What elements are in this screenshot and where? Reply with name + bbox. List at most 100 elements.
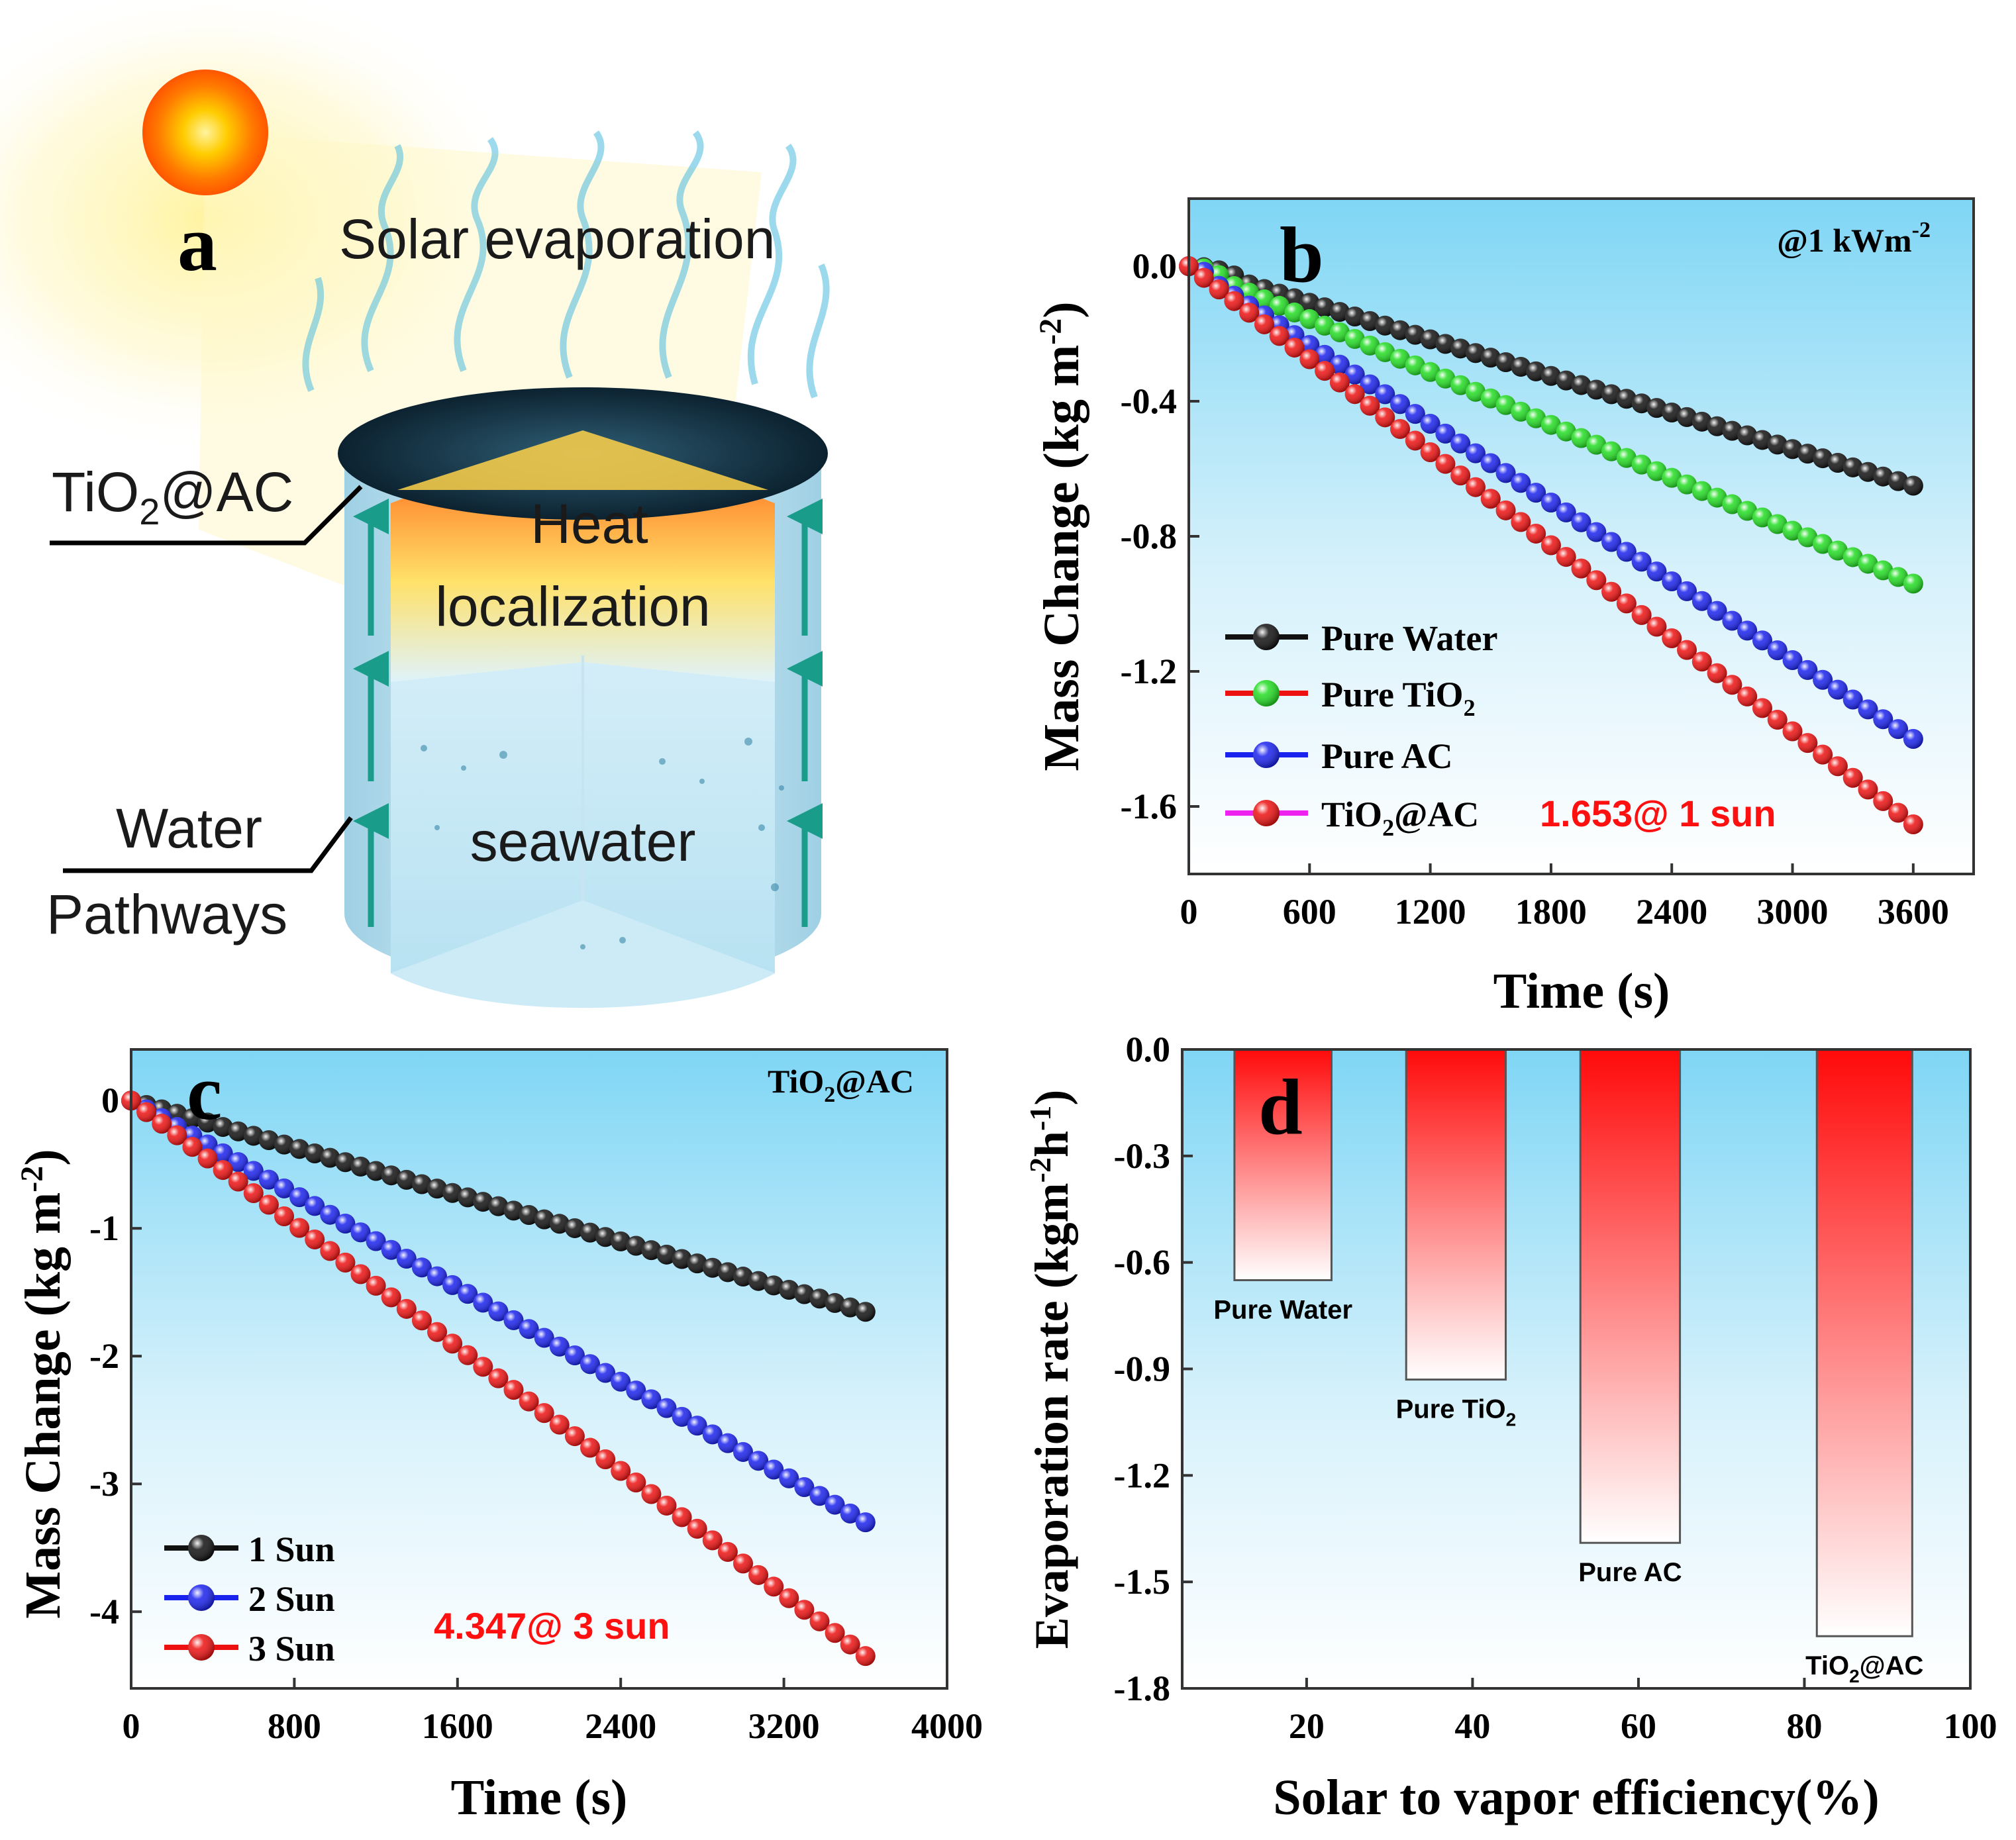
- panel-c-data-point-shine: [320, 1204, 340, 1225]
- panel-c-data-point-shine: [396, 1249, 417, 1269]
- panel-b-data-point-shine: [1284, 337, 1305, 358]
- panel-c-data-point-shine: [396, 1298, 417, 1319]
- panel-b-data-point-shine: [1405, 324, 1425, 345]
- panel-b-data-point-shine: [1691, 481, 1712, 501]
- panel-c-x-axis-label: Time (s): [451, 1770, 628, 1825]
- panel-c-data-point-shine: [825, 1292, 845, 1313]
- panel-c-y-tick-label: 0: [101, 1081, 119, 1120]
- panel-c-data-point-shine: [519, 1319, 539, 1339]
- panel-b-data-point-shine: [1662, 628, 1682, 649]
- panel-d-bar-label-tio2-ac: TiO2@AC: [1805, 1651, 1923, 1686]
- water-flow-arrows: [353, 499, 823, 927]
- panel-c-data-point-shine: [764, 1275, 784, 1296]
- panel-b-data-point-shine: [1722, 675, 1742, 695]
- panel-b-data-point-shine: [1842, 457, 1863, 477]
- panel-b-data-point-shine: [1284, 302, 1305, 322]
- panel-b-data-point-shine: [1329, 302, 1350, 322]
- panel-d-bar-pure-ac: [1579, 1048, 1682, 1544]
- panel-a-illustration: a Solar evaporation TiO2@AC Heat localiz…: [0, 0, 830, 1008]
- panel-c-data-point-shine: [519, 1205, 539, 1226]
- panel-b-data-point-shine: [1842, 547, 1863, 567]
- panel-b-data-point-shine: [1646, 616, 1667, 637]
- panel-b-data-point-shine: [1465, 343, 1486, 363]
- panel-c-data-point-shine: [305, 1196, 325, 1216]
- panel-b-data-point-shine: [1737, 620, 1758, 641]
- panel-c-data-point-shine: [779, 1279, 799, 1300]
- panel-b-x-axis-label: Time (s): [1493, 963, 1670, 1019]
- panel-c-note-main: TiO: [768, 1063, 824, 1100]
- panel-b-data-point-shine: [1556, 502, 1576, 522]
- panel-b-x-tick-label: 1800: [1515, 892, 1587, 932]
- panel-c-data-point-shine: [320, 1241, 340, 1261]
- panel-b-data-point-shine: [1239, 303, 1260, 323]
- panel-b-y-tick-label: -0.8: [1121, 516, 1177, 556]
- panel-b-data-point-shine: [1873, 466, 1893, 487]
- panel-c-y-axis-label: Mass Change (kg m-2): [15, 1149, 71, 1618]
- panel-d-bar-label-tail: @AC: [1860, 1651, 1924, 1680]
- panel-c-data-point-shine: [595, 1363, 616, 1383]
- panel-b-data-point-shine: [1315, 297, 1335, 318]
- panel-d-frame: [1181, 1048, 1972, 1690]
- panel-b-data-point-shine: [1571, 558, 1591, 579]
- legend-marker-shine: [1253, 742, 1280, 768]
- panel-b-data-point-shine: [1299, 293, 1320, 313]
- panel-c-x-tick-label: 3200: [748, 1706, 820, 1746]
- panel-b-data-point-shine: [1511, 356, 1531, 377]
- panel-b-data-point-shine: [1842, 689, 1863, 710]
- panel-c-data-point-shine: [748, 1451, 769, 1471]
- panel-b-data-point-shine: [1315, 315, 1335, 336]
- panel-b-x-tick-label: 600: [1283, 892, 1336, 932]
- panel-b-data-point-shine: [1903, 573, 1923, 594]
- panel-c-data-point-shine: [534, 1403, 554, 1424]
- panel-c-ylabel-tail: ): [15, 1149, 71, 1165]
- panel-b-data-point-shine: [1571, 375, 1591, 395]
- panel-b-data-point-shine: [1269, 326, 1289, 346]
- panel-b-data-point-shine: [1677, 640, 1697, 660]
- panel-c-data-point-shine: [335, 1252, 356, 1273]
- panel-c-data-point-shine: [748, 1271, 769, 1291]
- panel-c-data-point-shine: [855, 1646, 876, 1667]
- panel-b-data-point-shine: [1465, 381, 1486, 402]
- panel-c-data-point-shine: [488, 1301, 509, 1322]
- panel-c-data-point-shine: [733, 1553, 753, 1574]
- panel-c-data-point-shine: [656, 1495, 677, 1516]
- panel-c-data-point-shine: [396, 1169, 417, 1190]
- legend-label-tio2-ac-sub: 2: [1382, 814, 1394, 841]
- tio2-ac-label-main: TiO: [52, 461, 139, 523]
- panel-c-data-point-shine: [733, 1441, 753, 1462]
- panel-b-data-point-shine: [1450, 433, 1471, 454]
- panel-c-data-point-shine: [442, 1183, 463, 1203]
- panel-b-frame: [1187, 197, 1975, 875]
- panel-c-data-point-shine: [672, 1249, 692, 1269]
- panel-d-label: d: [1258, 1063, 1303, 1151]
- panel-b-data-point-shine: [1420, 362, 1440, 382]
- panel-b-data-point-shine: [1526, 408, 1546, 428]
- panel-c-y-tick-label: -4: [89, 1592, 119, 1631]
- panel-b-data-point-shine: [1420, 329, 1440, 350]
- panel-b-label: b: [1280, 211, 1324, 299]
- panel-b-data-point-shine: [1813, 669, 1833, 690]
- panel-b-data-point-shine: [1827, 756, 1848, 777]
- panel-b-data-point-shine: [1827, 452, 1848, 473]
- panel-b-data-point-shine: [1903, 475, 1923, 496]
- panel-b-data-point-shine: [1707, 416, 1727, 436]
- panel-d-x-tick-label: 100: [1944, 1706, 1997, 1746]
- panel-c-data-point-shine: [197, 1112, 218, 1133]
- panel-b-data-point-shine: [1540, 414, 1561, 435]
- panel-c-data-point-shine: [825, 1623, 845, 1643]
- panel-c-data-point-shine: [687, 1518, 707, 1539]
- panel-c-data-point-shine: [534, 1209, 554, 1230]
- panel-b-data-point-shine: [1556, 370, 1576, 391]
- panel-c-x-tick-label: 1600: [422, 1706, 493, 1746]
- panel-b-x-tick-label: 0: [1180, 892, 1198, 932]
- panel-b-data-point-shine: [1224, 291, 1244, 311]
- legend-label-tio2-ac-tail: @AC: [1394, 795, 1479, 834]
- panel-b-data-point-shine: [1616, 389, 1637, 409]
- panel-b-data-point-shine: [1752, 630, 1772, 651]
- panel-b-data-point-shine: [1450, 465, 1471, 486]
- legend-label-tio2-ac-main: TiO: [1321, 795, 1382, 834]
- panel-c-data-point-shine: [534, 1328, 554, 1348]
- panel-b-data-point-shine: [1873, 709, 1893, 730]
- panel-c-data-point-shine: [794, 1600, 815, 1620]
